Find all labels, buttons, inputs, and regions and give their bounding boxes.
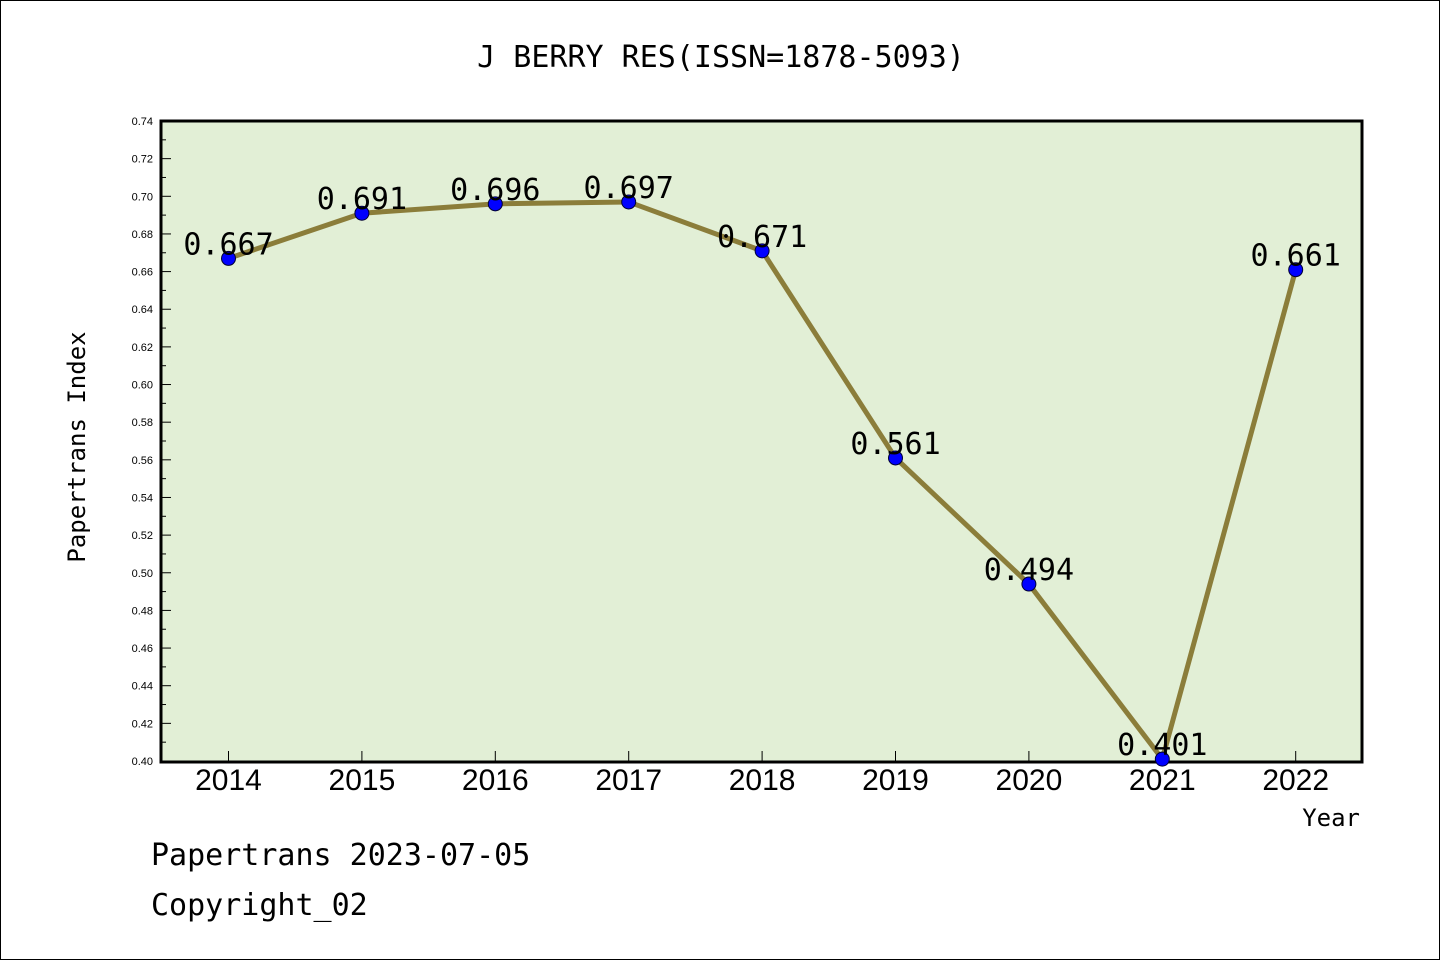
data-point bbox=[354, 205, 370, 221]
y-tick-label: 0.44 bbox=[132, 681, 153, 693]
y-tick-label: 0.40 bbox=[132, 756, 153, 768]
y-tick-label: 0.62 bbox=[132, 342, 153, 354]
data-label: 0.691 bbox=[317, 182, 407, 217]
data-label: 0.494 bbox=[984, 553, 1074, 588]
data-label: 0.561 bbox=[850, 427, 940, 462]
y-axis-title: Papertrans Index bbox=[63, 331, 91, 562]
data-label: 0.667 bbox=[183, 227, 273, 262]
data-point bbox=[888, 450, 903, 466]
y-tick-label: 0.54 bbox=[132, 492, 153, 504]
y-tick-label: 0.46 bbox=[132, 643, 153, 655]
data-label: 0.671 bbox=[717, 220, 807, 255]
x-tick-label: 2020 bbox=[996, 764, 1063, 797]
y-tick-label: 0.68 bbox=[132, 229, 153, 241]
x-axis: 2014 2015 2016 2017 2018 2019 2020 2021 2022 bbox=[195, 751, 1329, 797]
data-point bbox=[754, 243, 770, 259]
data-label: 0.696 bbox=[450, 173, 540, 208]
y-tick-label: 0.72 bbox=[132, 154, 153, 166]
x-tick-label: 2022 bbox=[1262, 764, 1329, 797]
series-group bbox=[221, 194, 1304, 767]
y-axis: 0.40 0.42 0.44 0.46 0.48 0.50 0.52 0.54 0.56 0.58… bbox=[132, 116, 171, 768]
y-tick-label: 0.66 bbox=[132, 267, 153, 279]
x-tick-label: 2019 bbox=[862, 764, 929, 797]
y-tick-label: 0.52 bbox=[132, 530, 153, 542]
y-tick-label: 0.60 bbox=[132, 380, 153, 392]
footer-copyright: Copyright_02 bbox=[151, 888, 368, 923]
y-tick-label: 0.74 bbox=[132, 116, 153, 128]
data-label: 0.661 bbox=[1251, 239, 1341, 274]
y-tick-label: 0.56 bbox=[132, 455, 153, 467]
footer-date: Papertrans 2023-07-05 bbox=[151, 838, 530, 873]
x-axis-title: Year bbox=[1302, 804, 1360, 832]
data-point bbox=[1288, 262, 1304, 278]
y-tick-label: 0.50 bbox=[132, 568, 153, 580]
x-tick-label: 2016 bbox=[462, 764, 529, 797]
y-tick-label: 0.42 bbox=[132, 718, 153, 730]
data-label: 0.401 bbox=[1117, 728, 1207, 763]
data-point bbox=[487, 196, 503, 212]
data-point bbox=[1154, 751, 1170, 767]
x-tick-label: 2014 bbox=[195, 764, 262, 797]
plot-area bbox=[159, 119, 1364, 764]
x-tick-label: 2018 bbox=[729, 764, 796, 797]
chart-title: J BERRY RES(ISSN=1878-5093) bbox=[477, 40, 965, 75]
y-tick-label: 0.48 bbox=[132, 605, 153, 617]
x-tick-label: 2021 bbox=[1129, 764, 1196, 797]
data-label: 0.697 bbox=[584, 171, 674, 206]
x-tick-label: 2015 bbox=[329, 764, 396, 797]
y-tick-label: 0.70 bbox=[132, 191, 153, 203]
y-tick-label: 0.64 bbox=[132, 304, 153, 316]
data-point bbox=[621, 194, 637, 210]
y-tick-label: 0.58 bbox=[132, 417, 153, 429]
data-point bbox=[1021, 576, 1037, 592]
x-tick-label: 2017 bbox=[595, 764, 662, 797]
data-labels: 0.667 0.691 0.696 0.697 0.671 0.561 0.494 0.401… bbox=[183, 171, 1341, 763]
data-point bbox=[221, 250, 236, 266]
